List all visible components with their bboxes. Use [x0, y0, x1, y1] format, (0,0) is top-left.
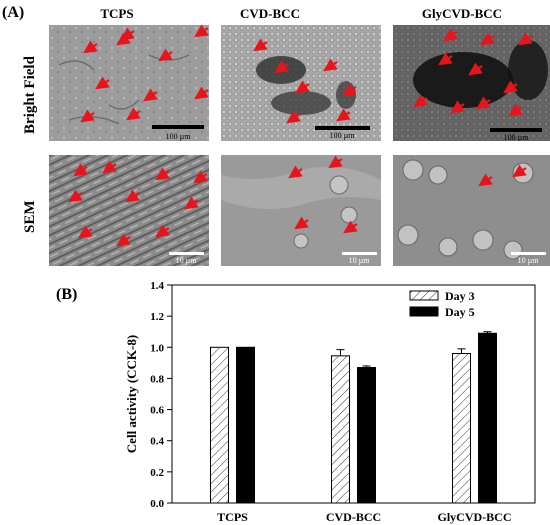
panel-a-label: (A) [2, 4, 25, 21]
red-arrow-marker [274, 60, 289, 74]
red-arrow-marker [194, 24, 209, 38]
red-arrow-marker [95, 76, 110, 90]
scale-bar-label: 10 µm [176, 256, 198, 265]
legend-label: Day 5 [445, 305, 475, 319]
panel-b-label: (B) [56, 286, 78, 303]
y-tick-label: 1.2 [150, 311, 164, 323]
red-arrow-marker [155, 224, 170, 238]
red-arrow-marker [116, 233, 131, 247]
red-arrow-marker [476, 96, 491, 110]
bar-day-5-tcps [236, 346, 255, 504]
red-arrow-marker [342, 83, 357, 97]
red-arrow-marker [102, 160, 117, 174]
red-arrow-marker [126, 107, 141, 121]
red-arrow-marker [80, 109, 95, 123]
red-arrow-marker [294, 216, 309, 230]
scale-bar-label: 100 µm [504, 133, 530, 141]
red-arrow-marker [288, 165, 303, 179]
red-arrow-marker [253, 38, 268, 52]
y-tick-label: 0.8 [150, 373, 164, 385]
column-title-tcps: TCPS [100, 6, 134, 21]
red-arrow-marker [78, 225, 93, 239]
red-arrow-marker [478, 173, 493, 187]
y-tick-label: 1.4 [150, 280, 164, 292]
y-tick-label: 0.6 [150, 405, 164, 417]
red-arrow-marker [468, 62, 483, 76]
red-arrow-marker [193, 170, 208, 184]
bar-day-3-glycvd-bcc [452, 353, 471, 504]
red-arrow-marker [518, 32, 533, 46]
red-arrow-marker [68, 189, 83, 203]
y-tick-label: 0.0 [150, 498, 164, 510]
red-arrow-marker [438, 52, 453, 66]
y-tick-label: 0.2 [150, 467, 164, 479]
x-tick-label: CVD-BCC [326, 510, 381, 524]
red-arrow-marker [125, 189, 140, 203]
legend-swatch [409, 306, 439, 317]
red-arrow-marker [120, 27, 135, 41]
red-arrow-marker [184, 196, 199, 210]
bar-day-3-cvd-bcc [331, 355, 350, 504]
red-arrow-marker [194, 86, 209, 100]
y-tick-label: 1.0 [150, 342, 164, 354]
red-arrow-marker [155, 167, 170, 181]
red-arrow-marker [503, 80, 518, 94]
red-arrow-marker [443, 28, 458, 42]
red-arrow-marker [143, 88, 158, 102]
bar-day-3-tcps [210, 346, 229, 504]
red-arrow-marker [413, 94, 428, 108]
column-title-glycvd-bcc: GlyCVD-BCC [421, 6, 503, 21]
red-arrow-marker [286, 110, 301, 124]
red-arrow-marker [450, 100, 465, 114]
micrograph-bright-field-glycvd-bcc: 100 µm [393, 25, 550, 141]
scale-bar-label: 10 µm [349, 256, 371, 265]
cell-activity-chart: Cell activity (CCK-8) 0.0 0.2 0.4 0.6 0.8 1.0… [124, 280, 536, 524]
red-arrow-marker [83, 40, 98, 54]
red-arrow-marker [508, 103, 523, 117]
arrow-overlay [68, 24, 533, 247]
x-tick-label: TCPS [217, 510, 248, 524]
plot-frame [171, 284, 536, 504]
red-arrow-marker [323, 58, 338, 72]
red-arrow-marker [158, 48, 173, 62]
red-arrow-marker [73, 163, 88, 177]
scale-bar-label: 10 µm [518, 256, 540, 265]
scale-bar-label: 100 µm [330, 131, 356, 140]
red-arrow-marker [336, 108, 351, 122]
red-arrow-marker [480, 32, 495, 46]
column-title-cvd-bcc: CVD-BCC [240, 6, 300, 21]
scale-bar-label: 100 µm [166, 132, 192, 141]
red-arrow-marker [328, 155, 343, 169]
x-tick-label: GlyCVD-BCC [438, 510, 512, 524]
y-tick-label: 0.4 [150, 436, 164, 448]
legend-label: Day 3 [445, 289, 475, 303]
red-arrow-marker [343, 220, 358, 234]
y-axis-label: Cell activity (CCK-8) [124, 335, 139, 453]
red-arrow-marker [512, 164, 527, 178]
red-arrow-marker [295, 80, 310, 94]
bar-day-5-cvd-bcc [357, 367, 376, 504]
legend-swatch [409, 290, 439, 301]
bar-day-5-glycvd-bcc [478, 332, 497, 504]
micrograph-sem-cvd-bcc: 10 µm [221, 155, 381, 266]
